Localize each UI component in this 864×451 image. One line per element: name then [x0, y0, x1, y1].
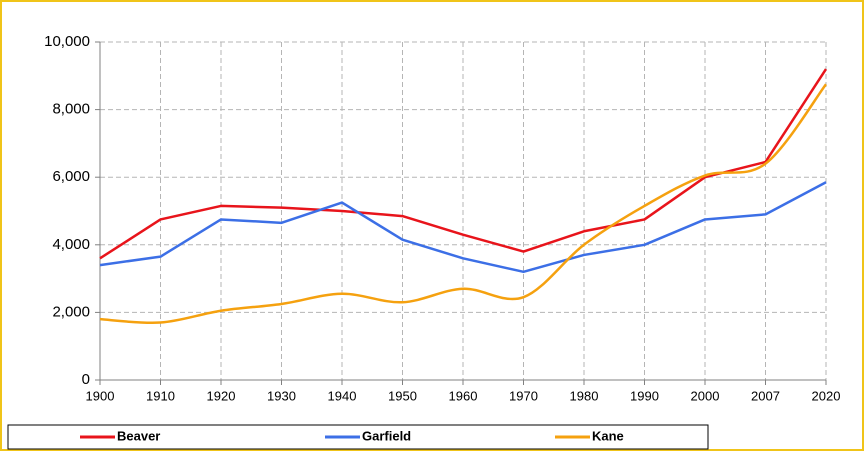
- x-tick-label: 1920: [207, 388, 236, 403]
- x-tick-label: 1950: [388, 388, 417, 403]
- series-line: [99, 68, 828, 260]
- x-tick-label: 2020: [812, 388, 841, 403]
- series-line: [99, 181, 827, 274]
- x-tick-label: 1980: [570, 388, 599, 403]
- legend-label: Beaver: [117, 428, 160, 443]
- x-tick-label: 1990: [630, 388, 659, 403]
- x-tick-label: 1940: [328, 388, 357, 403]
- x-tick-label: 1970: [509, 388, 538, 403]
- y-tick-label: 2,000: [52, 303, 90, 320]
- x-tick-label: 1930: [267, 388, 296, 403]
- y-tick-label: 10,000: [44, 33, 90, 50]
- x-tick-label: 1910: [146, 388, 175, 403]
- y-tick-label: 4,000: [52, 236, 90, 253]
- series-line: [99, 83, 827, 325]
- legend-label: Garfield: [362, 428, 411, 443]
- x-tick-label: 2007: [751, 388, 780, 403]
- y-tick-label: 0: [82, 371, 90, 388]
- x-tick-label: 2000: [691, 388, 720, 403]
- x-tick-label: 1960: [449, 388, 478, 403]
- y-tick-label: 6,000: [52, 168, 90, 185]
- y-tick-label: 8,000: [52, 101, 90, 118]
- x-tick-label: 1900: [86, 388, 115, 403]
- legend-label: Kane: [592, 428, 624, 443]
